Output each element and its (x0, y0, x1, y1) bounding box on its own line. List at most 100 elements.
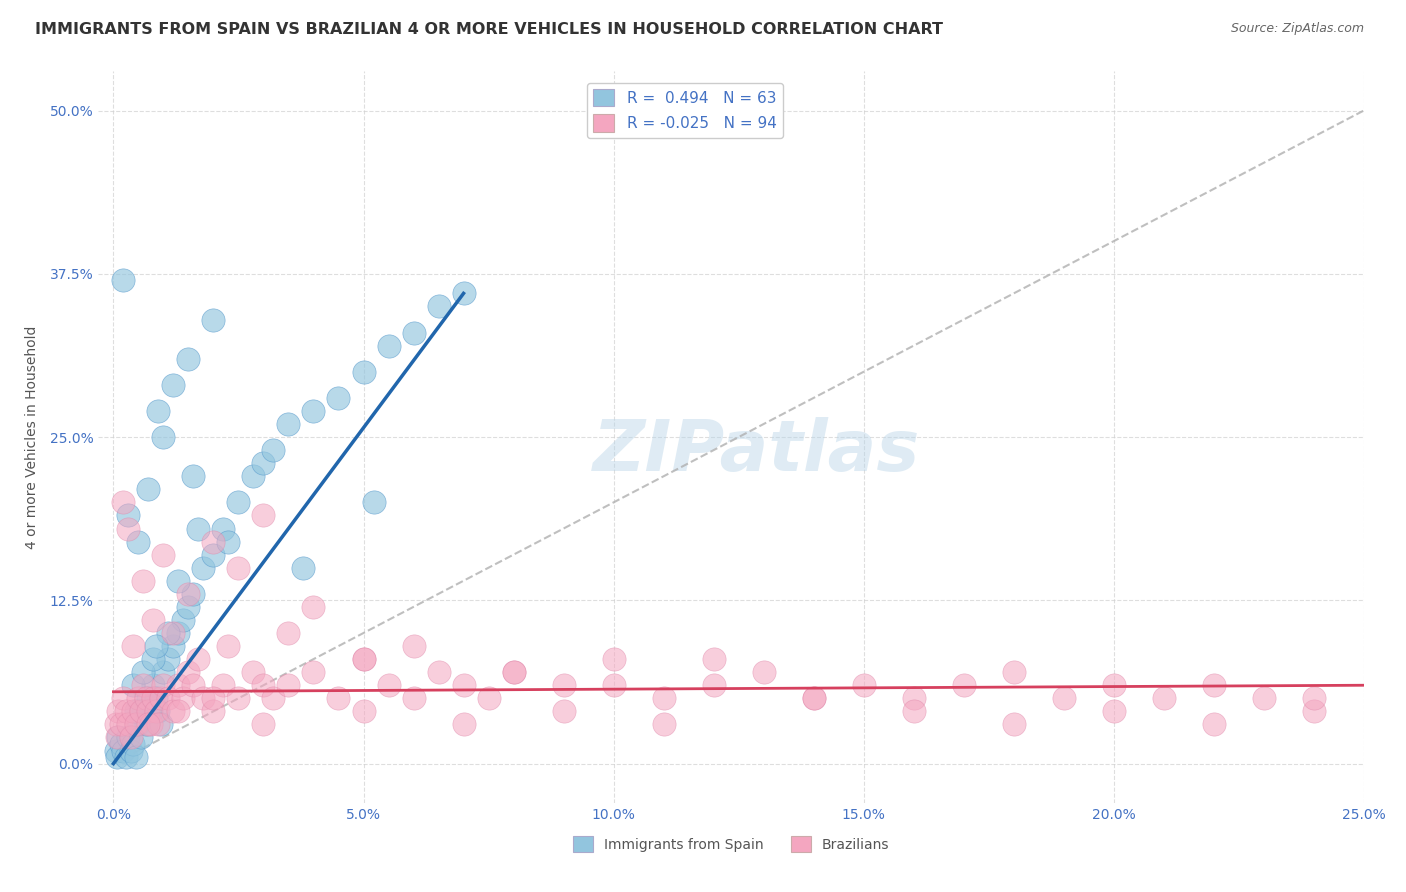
Point (112, 495, 135, 509)
Point (183, 469, 205, 483)
Point (602, 678, 624, 692)
Point (148, 717, 170, 731)
Point (132, 705, 155, 719)
Point (703, 678, 725, 692)
Point (152, 665, 174, 680)
Point (353, 365, 375, 379)
Point (553, 678, 575, 692)
Point (402, 691, 425, 706)
Point (135, 691, 157, 706)
Point (138, 717, 160, 731)
Point (1002, 717, 1025, 731)
Point (132, 665, 155, 680)
Point (129, 705, 152, 719)
Point (1202, 717, 1225, 731)
Point (115, 750, 138, 764)
Point (135, 717, 157, 731)
Point (112, 691, 135, 706)
Point (148, 404, 170, 418)
Point (1302, 691, 1324, 706)
Point (117, 508, 139, 523)
Point (1202, 678, 1225, 692)
Text: ZIPatlas: ZIPatlas (593, 417, 920, 486)
Point (752, 665, 775, 680)
Point (453, 678, 475, 692)
Point (122, 639, 145, 653)
Point (149, 717, 172, 731)
Point (162, 639, 184, 653)
Point (1253, 691, 1275, 706)
Point (148, 705, 170, 719)
Point (104, 717, 127, 731)
Point (167, 574, 190, 588)
Point (263, 443, 285, 458)
Point (125, 717, 148, 731)
Point (252, 678, 274, 692)
Point (202, 534, 225, 549)
Point (202, 705, 225, 719)
Point (402, 326, 425, 340)
Point (127, 691, 149, 706)
Point (167, 678, 190, 692)
Point (502, 665, 524, 680)
Point (104, 743, 127, 757)
Point (162, 377, 184, 392)
Point (117, 521, 139, 535)
Point (145, 639, 167, 653)
Point (228, 560, 250, 574)
Point (263, 691, 285, 706)
Point (1102, 678, 1125, 692)
Point (112, 273, 135, 287)
Point (252, 508, 274, 523)
Point (132, 678, 155, 692)
Point (142, 678, 165, 692)
Text: IMMIGRANTS FROM SPAIN VS BRAZILIAN 4 OR MORE VEHICLES IN HOUSEHOLD CORRELATION C: IMMIGRANTS FROM SPAIN VS BRAZILIAN 4 OR … (35, 22, 943, 37)
Point (803, 691, 825, 706)
Point (427, 300, 450, 314)
Point (162, 705, 184, 719)
Point (177, 351, 200, 366)
Point (652, 691, 675, 706)
Point (145, 705, 167, 719)
Point (852, 678, 875, 692)
Point (117, 717, 139, 731)
Point (127, 534, 149, 549)
Point (157, 691, 180, 706)
Point (177, 665, 200, 680)
Point (302, 404, 325, 418)
Point (167, 626, 190, 640)
Legend: Immigrants from Spain, Brazilians: Immigrants from Spain, Brazilians (568, 830, 894, 858)
Point (122, 678, 145, 692)
Point (122, 737, 145, 751)
Point (1002, 665, 1025, 680)
Point (228, 691, 250, 706)
Point (129, 731, 152, 745)
Point (125, 750, 148, 764)
Point (252, 717, 274, 731)
Point (217, 639, 239, 653)
Point (292, 560, 315, 574)
Point (242, 665, 264, 680)
Point (127, 717, 149, 731)
Point (172, 691, 194, 706)
Point (177, 587, 200, 601)
Point (228, 495, 250, 509)
Point (167, 705, 190, 719)
Point (353, 705, 375, 719)
Point (139, 717, 162, 731)
Point (152, 678, 174, 692)
Point (183, 678, 205, 692)
Point (952, 678, 974, 692)
Point (453, 286, 475, 301)
Point (1102, 705, 1125, 719)
Point (142, 652, 165, 666)
Point (803, 691, 825, 706)
Point (193, 560, 215, 574)
Point (242, 469, 264, 483)
Point (177, 599, 200, 614)
Point (172, 613, 194, 627)
Point (120, 731, 142, 745)
Point (353, 652, 375, 666)
Point (477, 691, 499, 706)
Point (402, 639, 425, 653)
